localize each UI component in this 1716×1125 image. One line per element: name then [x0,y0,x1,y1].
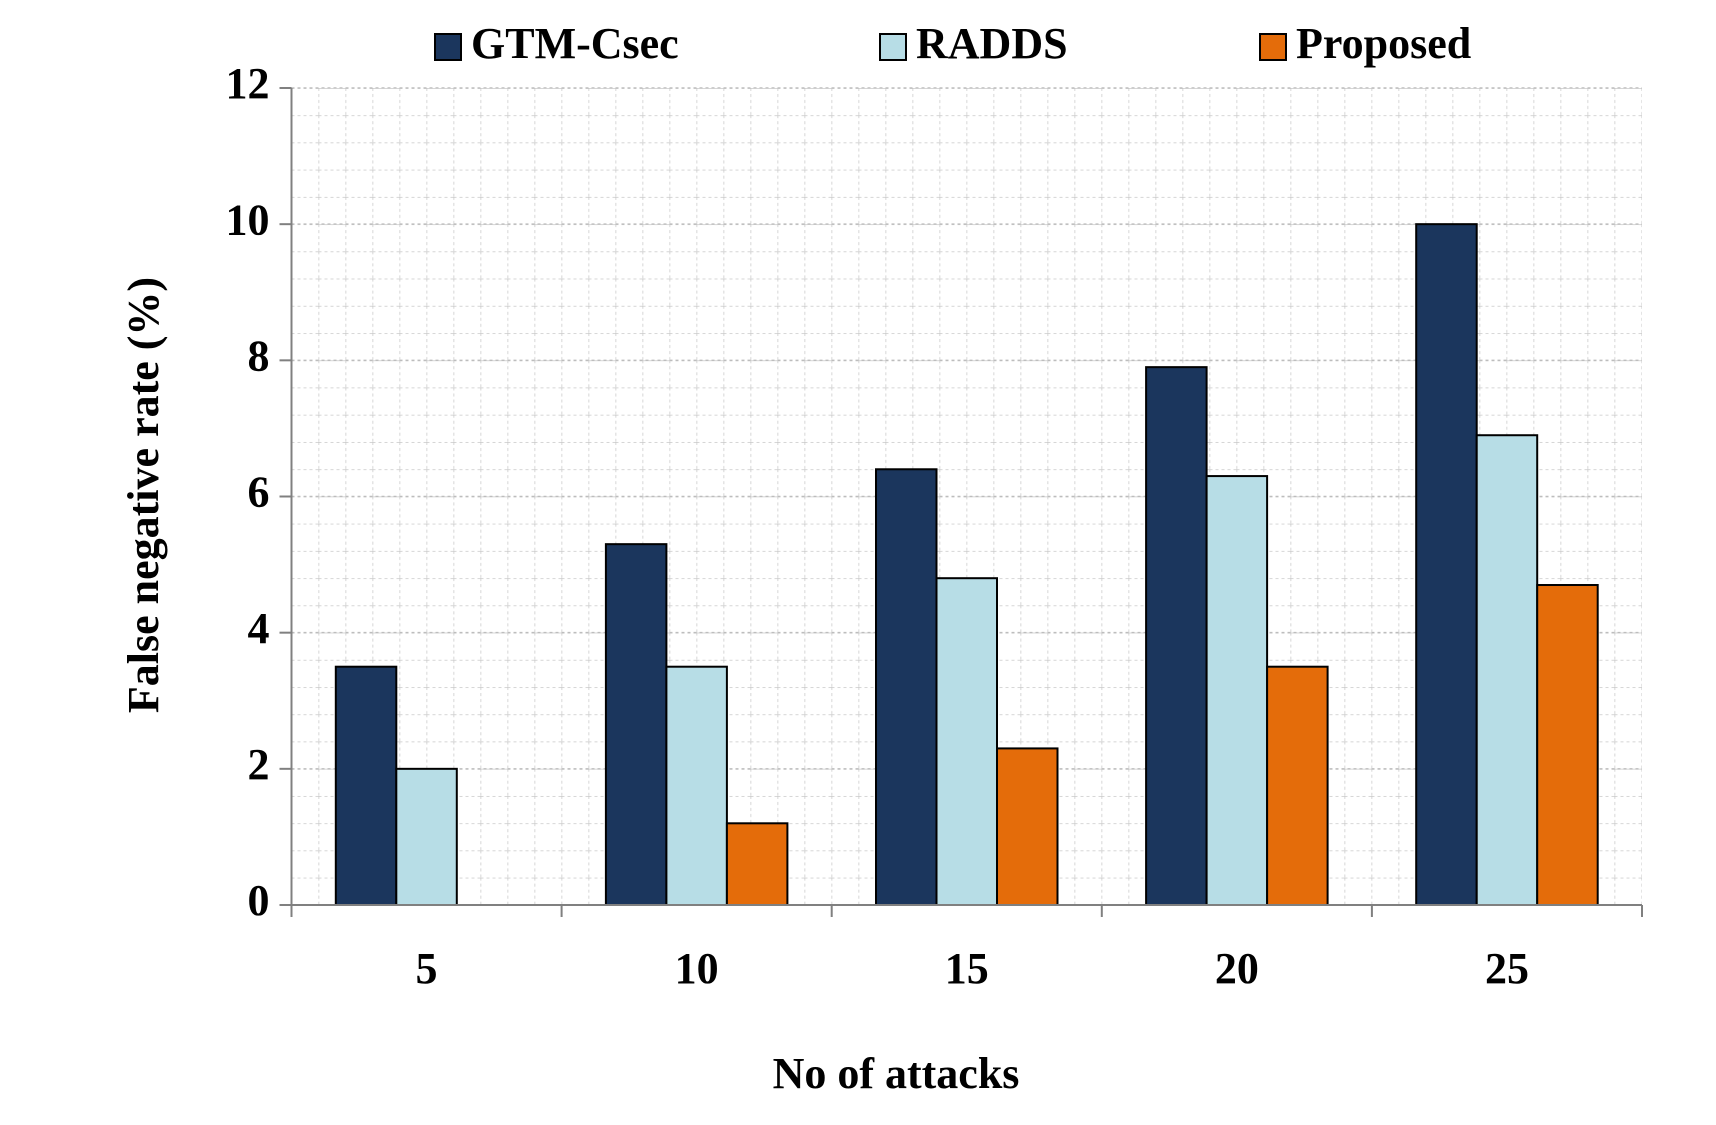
bar [395,767,458,906]
legend-label: RADDS [916,19,1068,68]
bar [1145,366,1208,906]
bar [334,665,398,906]
bar [1266,665,1329,906]
y-tick-label: 10 [226,195,270,244]
bar [1205,475,1269,906]
legend-label: Proposed [1296,19,1471,68]
x-tick-label: 10 [675,944,719,993]
bar [875,468,938,906]
legend-label: GTM-Csec [471,19,679,68]
x-tick-label: 5 [416,944,438,993]
legend-swatch [879,33,907,61]
y-tick-label: 4 [248,604,270,653]
y-tick-label: 12 [226,59,270,108]
bar [1415,223,1478,906]
x-tick-label: 15 [945,944,989,993]
legend-swatch [434,33,462,61]
bar [1536,584,1599,907]
bar [935,577,998,906]
legend-swatch [1259,33,1287,61]
bar [665,665,728,906]
x-axis-title: No of attacks [773,1049,1020,1098]
x-tick-label: 25 [1485,944,1529,993]
x-tick-label: 20 [1215,944,1259,993]
bar [604,543,668,906]
y-axis-title: False negative rate (%) [119,277,168,713]
bar [1475,434,1539,906]
bar [725,822,789,906]
y-tick-label: 2 [248,740,270,789]
y-tick-label: 8 [248,331,270,380]
y-tick-label: 6 [248,468,270,517]
bar [996,747,1059,906]
y-tick-label: 0 [248,876,270,925]
